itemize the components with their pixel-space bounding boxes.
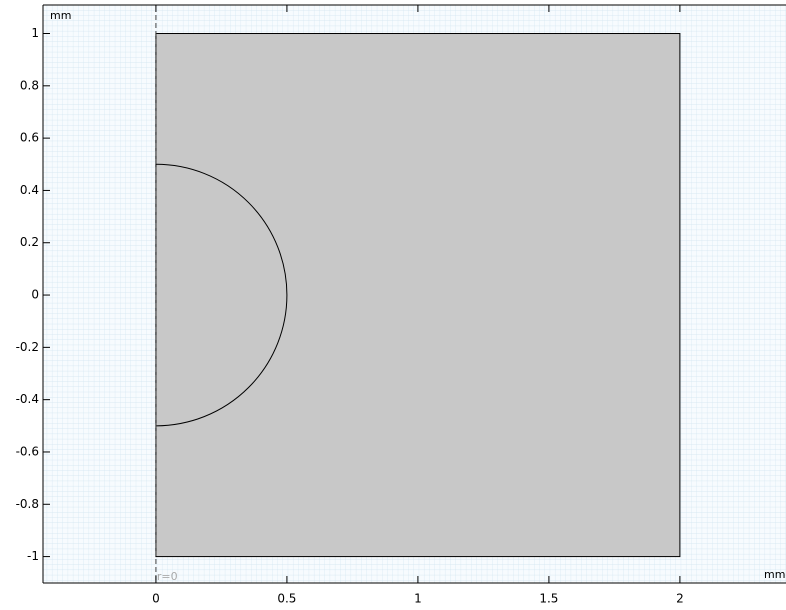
- x-unit: mm: [764, 568, 785, 581]
- y-tick-label: 0.4: [20, 183, 39, 197]
- x-tick-label: 1.5: [539, 592, 558, 606]
- y-tick-label: 0: [31, 288, 39, 302]
- axis-label: r=0: [157, 570, 178, 583]
- x-tick-label: 0.5: [277, 592, 296, 606]
- x-tick-label: 2: [676, 592, 684, 606]
- y-tick-label: -0.6: [16, 444, 39, 458]
- x-tick-label: 1: [414, 592, 422, 606]
- y-tick-label: -0.8: [16, 497, 39, 511]
- y-tick-label: -1: [27, 549, 39, 563]
- y-tick-label: 0.8: [20, 78, 39, 92]
- semicircle-boundary: [155, 163, 288, 427]
- y-unit: mm: [50, 9, 71, 22]
- y-tick-label: 0.6: [20, 131, 39, 145]
- y-tick-label: -0.2: [16, 340, 39, 354]
- y-tick-label: 0.2: [20, 235, 39, 249]
- y-tick-label: -0.4: [16, 392, 39, 406]
- rectangle-domain: [155, 33, 681, 558]
- x-tick-label: 0: [152, 592, 160, 606]
- y-tick-label: 1: [31, 26, 39, 40]
